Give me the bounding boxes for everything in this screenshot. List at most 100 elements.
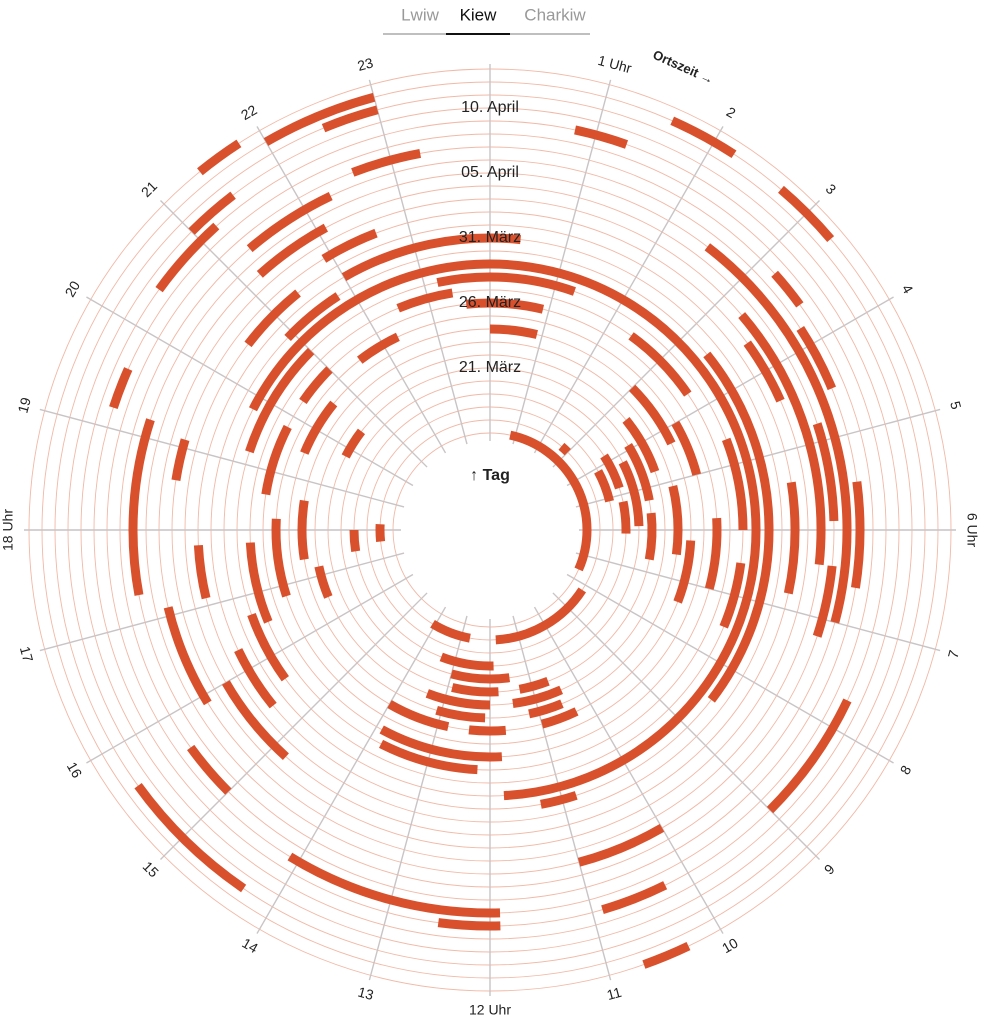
- alert-arc: [321, 228, 378, 263]
- tab-bar: Lwiw Kiew Charkiw: [383, 5, 590, 35]
- alert-arc: [245, 542, 273, 624]
- alert-arc: [396, 288, 454, 313]
- grid-line: [368, 615, 468, 981]
- alert-arc: [642, 942, 691, 969]
- grid-line: [533, 126, 724, 454]
- hour-label: 5: [947, 399, 965, 411]
- alert-arc: [668, 485, 683, 556]
- grid-line: [256, 606, 447, 934]
- alert-arc: [703, 351, 774, 703]
- alert-arc: [778, 185, 835, 242]
- alert-arc: [670, 116, 737, 159]
- hour-label: 10: [719, 935, 741, 957]
- hour-label: 8: [897, 762, 915, 777]
- alert-arc: [155, 222, 220, 293]
- alert-arc: [558, 442, 571, 456]
- hour-label: 4: [899, 281, 917, 296]
- date-label: 21. März: [459, 359, 521, 376]
- alert-arc: [435, 705, 486, 723]
- alert-arc: [439, 652, 494, 671]
- alert-arc: [300, 400, 338, 455]
- hour-label: 19: [14, 395, 34, 414]
- alert-arc: [109, 367, 133, 410]
- alert-arc: [468, 725, 507, 736]
- alert-arc: [299, 366, 333, 405]
- alert-arc: [539, 791, 578, 809]
- tab[interactable]: Charkiw: [524, 5, 586, 24]
- alert-arc: [163, 606, 212, 706]
- alert-arc: [450, 669, 511, 684]
- alert-arc: [436, 272, 576, 296]
- alert-arc: [465, 298, 545, 314]
- hour-label: 9: [821, 861, 838, 878]
- alert-arc: [247, 612, 289, 682]
- alert-arc: [244, 289, 301, 348]
- alert-arc: [489, 324, 538, 339]
- hour-label: 2: [724, 103, 739, 121]
- alert-arc: [624, 443, 654, 502]
- alert-arc: [128, 418, 155, 596]
- hour-label: 14: [239, 935, 261, 957]
- grid-line: [159, 592, 428, 861]
- alert-arc: [719, 562, 746, 629]
- alert-arc: [704, 517, 722, 590]
- alert-arc: [509, 430, 592, 572]
- alert-arc: [234, 648, 277, 709]
- alert-arc: [796, 326, 836, 391]
- alert-arc: [812, 565, 837, 638]
- tab[interactable]: Kiew: [460, 5, 498, 24]
- radial-axis-label: ↑ Tag: [470, 467, 510, 484]
- angle-axis-label: Ortszeit →: [651, 47, 716, 87]
- grid-line: [552, 199, 821, 468]
- alert-arc: [644, 512, 657, 561]
- alert-arc: [287, 852, 501, 918]
- hour-label: 7: [945, 648, 963, 660]
- alert-arc: [518, 677, 550, 694]
- alert-arc: [594, 469, 614, 503]
- alert-arc: [771, 270, 804, 308]
- date-label: 10. April: [461, 99, 519, 116]
- hour-label: 3: [823, 181, 840, 198]
- date-label: 31. März: [459, 229, 521, 246]
- alert-arc: [245, 347, 315, 454]
- alert-arc: [284, 292, 341, 342]
- alert-arc: [349, 529, 361, 552]
- hour-label: 6 Uhr: [964, 513, 980, 548]
- alert-arc: [673, 540, 696, 604]
- grid-line: [533, 606, 724, 934]
- alert-arc: [134, 783, 247, 893]
- alert-arc: [341, 428, 366, 459]
- alert-arc: [622, 417, 660, 474]
- hour-label: 21: [138, 178, 160, 200]
- alert-arc: [574, 125, 629, 149]
- alert-arc: [261, 424, 292, 496]
- alert-arc: [618, 500, 631, 534]
- alerts: [109, 92, 865, 969]
- hour-label: 1 Uhr: [596, 52, 634, 76]
- hour-label: 23: [356, 54, 375, 74]
- alert-arc: [378, 739, 478, 775]
- alert-arc: [425, 689, 491, 710]
- alert-arc: [248, 259, 761, 801]
- alert-arc: [314, 565, 333, 599]
- date-label: 05. April: [461, 164, 519, 181]
- tab[interactable]: Lwiw: [401, 5, 440, 24]
- alert-arc: [171, 438, 190, 481]
- alert-arc: [851, 481, 865, 589]
- alert-arc: [263, 92, 376, 146]
- grid-line: [368, 79, 468, 445]
- grid-line: [552, 592, 821, 861]
- alert-arc: [256, 223, 329, 278]
- alert-arc: [601, 881, 668, 915]
- alert-arc: [375, 524, 386, 542]
- alert-arc: [618, 460, 644, 527]
- alert-arc: [600, 453, 624, 490]
- hour-label: 22: [238, 101, 260, 123]
- hour-label: 11: [605, 984, 623, 1003]
- grid-line: [39, 552, 405, 652]
- alert-arc: [738, 312, 826, 566]
- alert-arc: [341, 233, 521, 282]
- alert-arc: [356, 332, 400, 364]
- alert-arc: [743, 340, 785, 403]
